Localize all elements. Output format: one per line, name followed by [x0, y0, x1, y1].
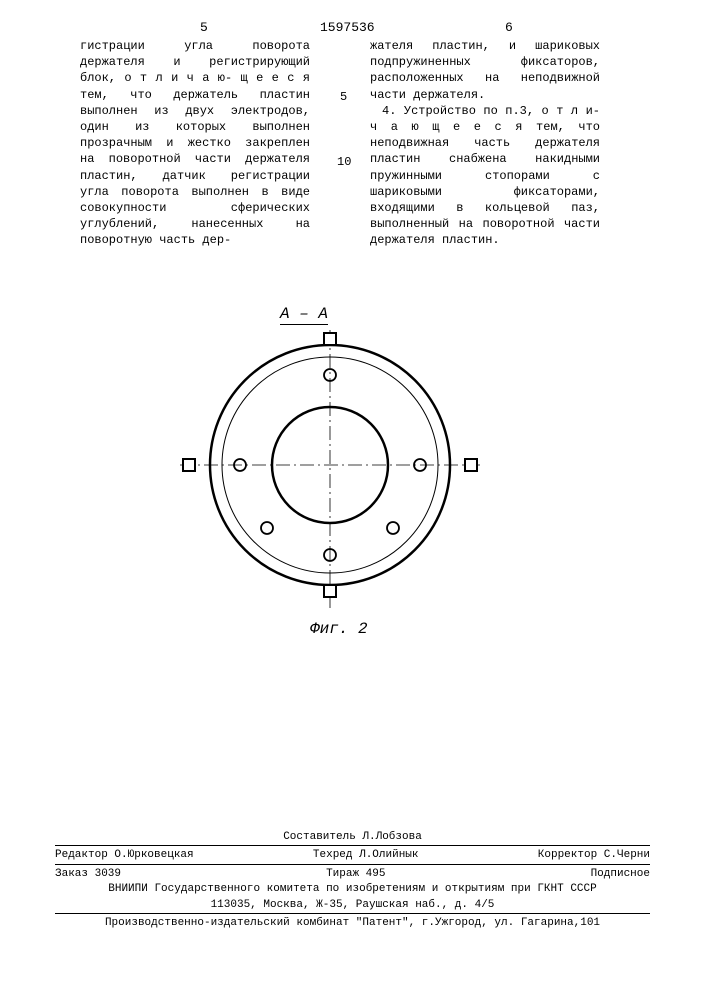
bolt-hole: [387, 522, 399, 534]
footer-tehred: Техред Л.Олийнык: [313, 848, 419, 863]
tab-top: [324, 333, 336, 345]
footer-vniipi-line2: 113035, Москва, Ж-35, Раушская наб., д. …: [55, 898, 650, 913]
column-number-left: 5: [200, 20, 208, 35]
line-number-10: 10: [337, 155, 351, 169]
text-right-paragraph-2: 4. Устройство по п.3, о т л и- ч а ю щ е…: [370, 104, 600, 248]
text-column-left: гистрации угла поворота держателя и реги…: [80, 38, 310, 248]
footer-zakaz: Заказ 3039: [55, 867, 121, 882]
footer-tirazh: Тираж 495: [326, 867, 385, 882]
footer-block: Составитель Л.Лобзова Редактор О.Юрковец…: [55, 830, 650, 931]
footer-editor: Редактор О.Юрковецкая: [55, 848, 194, 863]
bolt-hole: [261, 522, 273, 534]
column-number-right: 6: [505, 20, 513, 35]
footer-corrector: Корректор С.Черни: [538, 848, 650, 863]
figure-diagram: [180, 330, 480, 610]
footer-podpisnoe: Подписное: [591, 867, 650, 882]
figure-caption: Фиг. 2: [310, 620, 368, 638]
line-number-5: 5: [340, 90, 347, 104]
tab-bottom: [324, 585, 336, 597]
footer-vniipi-line1: ВНИИПИ Государственного комитета по изоб…: [55, 882, 650, 897]
footer-sostav: Составитель Л.Лобзова: [55, 830, 650, 845]
text-column-right: жателя пластин, и шариковых подпружиненн…: [370, 38, 600, 248]
text-right-paragraph-1: жателя пластин, и шариковых подпружиненн…: [370, 39, 600, 102]
tab-right: [465, 459, 477, 471]
document-number: 1597536: [320, 20, 375, 35]
tab-left: [183, 459, 195, 471]
section-label: А – А: [280, 305, 328, 325]
footer-proizv: Производственно-издательский комбинат "П…: [55, 913, 650, 931]
